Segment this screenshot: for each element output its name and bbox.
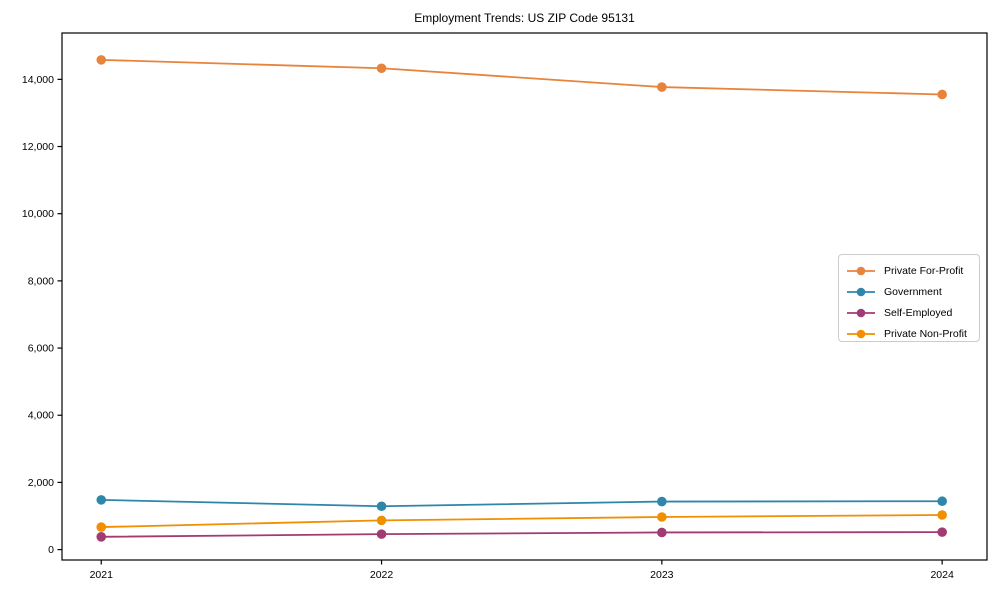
- data-point-self-employed-2023: [657, 527, 667, 538]
- y-tick-label: 12,000: [22, 141, 54, 153]
- y-tick-label: 4,000: [28, 410, 54, 422]
- data-point-private-for-profit-2024: [937, 89, 947, 100]
- chart-title: Employment Trends: US ZIP Code 95131: [414, 11, 635, 25]
- x-tick-label: 2023: [650, 569, 674, 581]
- y-tick-label: 2,000: [28, 477, 54, 489]
- x-tick-label: 2024: [930, 569, 954, 581]
- chart-legend: Private For-Profit Government Self-Emplo…: [838, 254, 980, 342]
- data-point-private-non-profit-2022: [376, 515, 387, 526]
- legend-label-private-for-profit: Private For-Profit: [884, 264, 964, 277]
- data-point-self-employed-2022: [376, 529, 387, 539]
- legend-marker-government: [847, 287, 875, 296]
- y-tick-label: 10,000: [22, 208, 54, 220]
- plot-frame: [61, 32, 988, 561]
- y-tick-label: 6,000: [28, 343, 54, 355]
- y-tick-label: 8,000: [28, 275, 54, 287]
- data-point-self-employed-2024: [937, 527, 947, 537]
- legend-label-government: Government: [884, 285, 942, 298]
- data-point-private-non-profit-2021: [96, 522, 107, 532]
- legend-item-private-non-profit: Private Non-Profit: [846, 323, 973, 344]
- legend-marker-private-non-profit: [847, 329, 875, 338]
- data-point-government-2023: [657, 496, 667, 507]
- series-line-self-employed: [101, 531, 943, 538]
- series-line-private-non-profit: [101, 514, 943, 528]
- data-point-private-for-profit-2022: [376, 63, 387, 74]
- y-tick-label: 0: [48, 544, 54, 556]
- x-tick-label: 2021: [90, 569, 114, 581]
- series-line-private-for-profit: [101, 58, 943, 96]
- data-point-private-non-profit-2024: [937, 510, 947, 520]
- data-point-self-employed-2021: [96, 532, 107, 542]
- legend-label-private-non-profit: Private Non-Profit: [884, 327, 967, 340]
- series-line-government: [101, 498, 943, 508]
- legend-item-government: Government: [846, 281, 973, 302]
- legend-item-private-for-profit: Private For-Profit: [846, 260, 973, 281]
- legend-marker-private-for-profit: [847, 266, 875, 275]
- legend-marker-self-employed: [847, 308, 875, 317]
- data-point-government-2024: [937, 496, 947, 507]
- legend-item-self-employed: Self-Employed: [846, 302, 973, 323]
- x-tick-label: 2022: [370, 569, 394, 581]
- data-point-private-non-profit-2023: [657, 512, 667, 522]
- data-point-private-for-profit-2023: [657, 82, 667, 92]
- data-point-government-2022: [376, 501, 387, 512]
- data-point-government-2021: [96, 495, 107, 505]
- data-point-private-for-profit-2021: [96, 55, 107, 65]
- legend-label-self-employed: Self-Employed: [884, 306, 953, 319]
- y-tick-label: 14,000: [22, 74, 54, 86]
